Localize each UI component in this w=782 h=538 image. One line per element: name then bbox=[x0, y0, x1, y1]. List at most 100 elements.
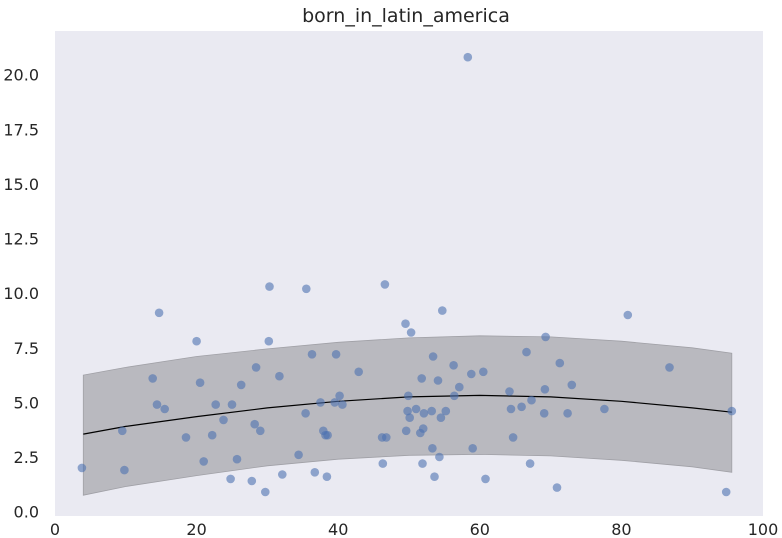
y-tick-label: 20.0 bbox=[3, 66, 39, 85]
scatter-points bbox=[77, 52, 737, 497]
scatter-point bbox=[232, 454, 242, 464]
scatter-point bbox=[405, 413, 415, 423]
y-tick-label: 15.0 bbox=[3, 175, 39, 194]
scatter-point bbox=[354, 367, 364, 377]
x-tick-label: 0 bbox=[50, 520, 60, 538]
scatter-point bbox=[211, 400, 220, 409]
scatter-point bbox=[316, 398, 325, 407]
scatter-point bbox=[403, 406, 412, 416]
scatter-point bbox=[417, 374, 427, 383]
scatter-point bbox=[227, 400, 237, 409]
scatter-point bbox=[449, 361, 458, 370]
y-tick-label: 7.5 bbox=[14, 339, 39, 358]
scatter-point bbox=[721, 487, 731, 497]
scatter-point bbox=[378, 459, 388, 468]
scatter-point bbox=[401, 426, 411, 436]
scatter-point bbox=[199, 457, 208, 466]
scatter-point bbox=[506, 404, 516, 414]
scatter-point bbox=[278, 470, 287, 479]
scatter-point bbox=[207, 430, 217, 440]
scatter-point bbox=[148, 374, 157, 383]
scatter-point bbox=[508, 433, 518, 442]
scatter-point bbox=[505, 387, 514, 396]
scatter-point bbox=[275, 371, 284, 381]
y-axis-tick-labels: 0.0 2.5 5.0 7.5 10.0 12.5 15.0 17.5 20.0 bbox=[3, 66, 39, 522]
scatter-point bbox=[433, 376, 443, 385]
scatter-point bbox=[192, 336, 201, 346]
y-tick-label: 0.0 bbox=[14, 503, 39, 522]
x-tick-label: 80 bbox=[611, 520, 631, 538]
scatter-point bbox=[525, 459, 535, 468]
scatter-point bbox=[567, 380, 577, 390]
scatter-point bbox=[338, 400, 347, 409]
scatter-point bbox=[600, 404, 609, 414]
scatter-point bbox=[301, 409, 310, 418]
scatter-point bbox=[236, 380, 246, 390]
scatter-point bbox=[118, 426, 127, 436]
scatter-point bbox=[226, 474, 235, 484]
scatter-point bbox=[541, 332, 550, 342]
scatter-point bbox=[251, 363, 261, 372]
scatter-point bbox=[418, 424, 428, 433]
y-tick-label: 5.0 bbox=[14, 393, 39, 412]
scatter-point bbox=[436, 413, 446, 423]
scatter-point bbox=[330, 398, 340, 407]
scatter-point bbox=[404, 391, 413, 401]
scatter-point bbox=[665, 363, 674, 372]
chart-title: born_in_latin_america bbox=[302, 5, 510, 27]
scatter-point bbox=[450, 391, 459, 401]
scatter-point bbox=[335, 391, 344, 401]
scatter-point bbox=[247, 476, 257, 486]
scatter-point bbox=[406, 328, 416, 337]
scatter-point bbox=[160, 404, 169, 414]
scatter-point bbox=[463, 52, 473, 62]
x-tick-label: 20 bbox=[186, 520, 206, 538]
scatter-point bbox=[219, 415, 228, 425]
scatter-point bbox=[265, 282, 274, 291]
scatter-point bbox=[430, 472, 439, 482]
scatter-point bbox=[428, 444, 437, 453]
scatter-point bbox=[727, 406, 737, 416]
scatter-point bbox=[468, 444, 478, 453]
scatter-point bbox=[411, 404, 421, 414]
scatter-point bbox=[302, 284, 311, 294]
scatter-point bbox=[438, 306, 447, 315]
scatter-point bbox=[401, 319, 410, 329]
scatter-point bbox=[181, 433, 191, 442]
scatter-point bbox=[623, 310, 633, 320]
x-tick-label: 60 bbox=[470, 520, 490, 538]
scatter-point bbox=[441, 406, 451, 416]
scatter-point bbox=[152, 400, 162, 409]
scatter-point bbox=[331, 350, 341, 359]
scatter-point bbox=[261, 487, 270, 497]
scatter-point bbox=[479, 367, 488, 377]
scatter-point bbox=[307, 350, 317, 359]
scatter-point bbox=[481, 474, 490, 484]
scatter-point bbox=[552, 483, 562, 492]
y-tick-label: 17.5 bbox=[3, 120, 39, 139]
y-tick-label: 10.0 bbox=[3, 284, 39, 303]
scatter-point bbox=[77, 463, 87, 473]
scatter-point bbox=[563, 409, 572, 418]
scatter-point bbox=[455, 382, 464, 392]
scatter-point bbox=[382, 433, 391, 442]
scatter-point bbox=[310, 468, 320, 477]
scatter-point bbox=[427, 406, 437, 416]
scatter-point bbox=[323, 430, 332, 440]
scatter-point bbox=[380, 280, 390, 289]
y-tick-label: 2.5 bbox=[14, 448, 39, 467]
scatter-point bbox=[428, 352, 438, 361]
scatter-point bbox=[264, 336, 274, 346]
y-tick-label: 12.5 bbox=[3, 230, 39, 249]
scatter-point bbox=[250, 419, 259, 429]
x-axis-tick-labels: 0 20 40 60 80 100 bbox=[50, 520, 778, 538]
x-tick-label: 40 bbox=[328, 520, 348, 538]
scatter-point bbox=[467, 369, 476, 379]
scatter-point bbox=[195, 378, 205, 388]
scatter-point bbox=[154, 308, 164, 318]
scatter-point bbox=[435, 452, 444, 462]
scatter-point bbox=[418, 459, 427, 468]
scatter-point bbox=[527, 395, 536, 405]
scatter-point bbox=[322, 472, 332, 482]
